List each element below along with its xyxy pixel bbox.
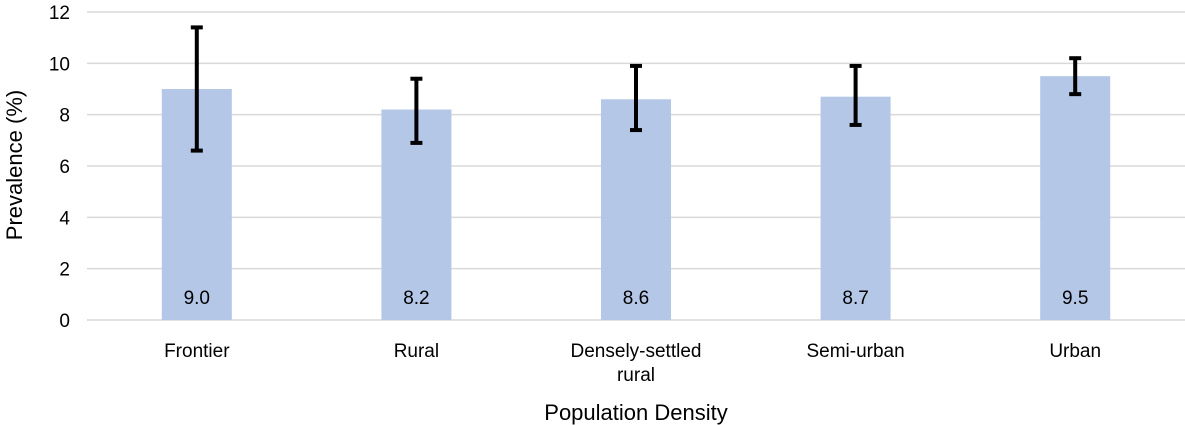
y-tick-label: 10 [49,54,70,75]
x-axis-category-labels: Frontier Rural Densely-settled rural Semi-ur… [164,341,1101,386]
data-labels: 9.0 8.2 8.6 8.7 9.5 [184,288,1089,309]
category-label: Semi-urban [806,341,904,362]
category-label-line: Frontier [164,341,230,362]
category-label: Frontier [164,341,230,362]
category-label: Densely-settled rural [571,341,702,386]
category-label-line: Urban [1049,341,1101,362]
error-bar [410,76,423,145]
bar [820,96,891,320]
error-bars [190,25,1082,153]
category-label-line: Densely-settled [571,341,702,362]
y-tick-label: 2 [59,260,70,281]
error-bar [630,63,642,133]
category-label: Urban [1049,341,1101,362]
y-tick-label: 6 [59,157,70,178]
data-label: 8.6 [623,288,649,309]
y-axis-title: Prevalence (%) [2,90,27,240]
data-label: 9.5 [1062,288,1088,309]
category-label-line: Semi-urban [806,341,904,362]
bar [1040,76,1111,321]
category-label-line: rural [617,365,655,386]
y-axis-tick-labels: 0 2 4 6 8 10 12 [49,3,71,332]
data-label: 8.2 [403,288,429,309]
bar [601,99,671,321]
y-tick-label: 8 [59,106,70,127]
y-tick-label: 4 [59,208,70,229]
y-tick-label: 0 [59,311,70,332]
y-tick-label: 12 [49,3,70,24]
category-label: Rural [394,341,439,362]
category-label-line: Rural [394,341,439,362]
data-label: 8.7 [842,288,868,309]
x-axis-title: Population Density [544,400,727,425]
error-bar [190,25,203,153]
data-label: 9.0 [184,288,210,309]
error-bar [849,63,862,127]
error-bar [1069,56,1082,97]
